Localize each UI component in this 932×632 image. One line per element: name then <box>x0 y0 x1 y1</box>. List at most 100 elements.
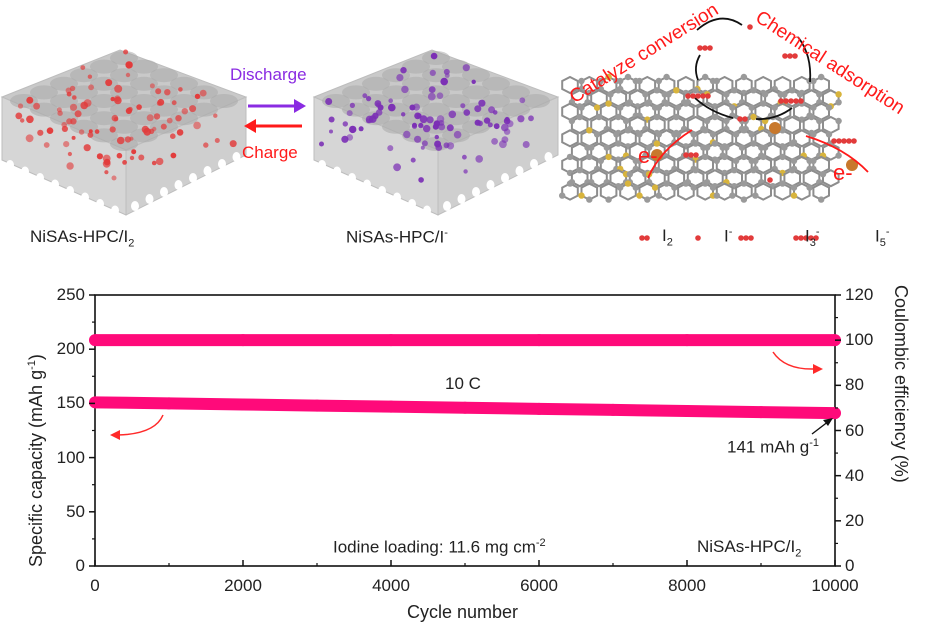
cycle-arrow <box>696 17 743 31</box>
carbon-atom <box>682 180 690 187</box>
data-band-segment <box>95 334 243 347</box>
data-band-segment <box>539 402 613 416</box>
carbon-atom <box>595 113 603 121</box>
carbon-atom <box>702 127 709 134</box>
carbon-atom <box>615 113 622 121</box>
carbon-atom <box>624 73 632 81</box>
pore-opening <box>111 205 119 216</box>
slab-nisas-hpc-i2 <box>0 49 248 216</box>
iodine-particle <box>462 154 467 160</box>
legend-i2-text: I <box>662 226 667 245</box>
pore <box>170 94 198 108</box>
carbon-atom <box>613 131 620 138</box>
iodine-particle <box>430 52 438 60</box>
carbon-atom <box>835 152 842 159</box>
y-axis-left-title: Specific capacity (mAh g-1) <box>26 354 47 567</box>
data-point <box>89 334 101 347</box>
carbon-atom <box>723 91 730 98</box>
pore <box>110 51 138 65</box>
iodine-particle <box>160 123 167 130</box>
x-tick-label: 4000 <box>372 576 410 595</box>
carbon-atom <box>790 157 798 165</box>
carbon-atom <box>690 184 697 191</box>
triiodide-chain <box>787 53 793 59</box>
legend-i3-text: I <box>805 226 810 246</box>
iodine-particle <box>448 110 457 119</box>
iodine-particle <box>20 118 25 123</box>
middle-material-text: NiSAs-HPC/I <box>346 227 445 247</box>
carbon-atom <box>576 167 583 174</box>
carbon-atom <box>810 131 817 138</box>
electron-label-left: e- <box>638 143 658 168</box>
carbon-atom <box>690 131 697 138</box>
carbon-atom <box>653 140 661 147</box>
carbon-atom <box>702 73 709 81</box>
hexagon-ring <box>793 129 811 148</box>
iodine-particle <box>199 89 207 97</box>
hexagon-ring <box>677 155 695 175</box>
pentaiodide-chain <box>695 93 701 99</box>
pore-opening <box>203 166 212 176</box>
y-right-tick-label: 80 <box>845 375 864 395</box>
hexagon-ring <box>570 169 589 188</box>
iodine-particle <box>69 103 78 111</box>
pentaiodide-chain <box>798 98 804 104</box>
y-axis-left-title-text: Specific capacity (mAh g <box>26 369 46 567</box>
pore-opening <box>189 173 197 183</box>
carbon-atom <box>808 113 815 121</box>
legend-i5: I5- <box>875 226 890 249</box>
iodine-particle <box>72 95 77 100</box>
carbon-atom <box>713 77 720 85</box>
iodine-particle <box>125 107 132 114</box>
pore <box>462 119 490 134</box>
carbon-atom <box>729 104 736 111</box>
iodine-particle <box>136 104 142 110</box>
carbon-atom <box>711 140 719 147</box>
carbon-atom <box>825 104 833 111</box>
iodine-particle <box>403 130 411 139</box>
carbon-atom <box>709 131 717 138</box>
data-point <box>237 398 249 411</box>
carbon-atom <box>578 192 585 199</box>
data-point <box>89 396 101 409</box>
triiodide-chain <box>782 53 788 59</box>
pore-opening <box>363 179 371 190</box>
pentaiodide-chain <box>841 138 847 144</box>
iodine-particle <box>96 153 103 160</box>
carbon-atom <box>617 77 624 85</box>
carbon-atom <box>781 144 788 151</box>
data-point <box>607 403 619 416</box>
iodine-particle <box>474 119 481 126</box>
legend-iodide-sup: - <box>728 226 733 238</box>
carbon-atom <box>819 171 827 178</box>
iodine-particle <box>125 72 131 78</box>
pentaiodide-chain <box>685 93 691 99</box>
carbon-atom <box>835 117 842 125</box>
carbon-atom <box>636 192 643 199</box>
iodine-particle <box>131 149 137 155</box>
left-axis-pointer-arrowhead <box>110 430 120 440</box>
iodine-particle <box>67 151 72 157</box>
pore-opening <box>81 192 89 203</box>
pore <box>130 94 158 108</box>
pore <box>170 111 198 126</box>
pore <box>70 68 98 83</box>
carbon-atom <box>740 180 748 187</box>
carbon-atom <box>615 140 622 147</box>
iodine-particle <box>181 108 188 115</box>
iodine-particle <box>189 105 197 113</box>
iodine-particle <box>440 77 449 86</box>
iodine-particle <box>138 154 145 161</box>
carbon-atom <box>682 100 690 107</box>
iodine-particle <box>432 123 439 130</box>
pore <box>502 102 530 117</box>
graphene-sheet <box>559 73 858 203</box>
carbon-atom <box>663 180 670 187</box>
pore-opening <box>145 194 154 204</box>
carbon-atom <box>816 117 823 125</box>
carbon-atom <box>761 91 769 98</box>
iodine-particle <box>123 49 129 55</box>
carbon-atom <box>559 192 566 199</box>
carbon-atom <box>781 91 788 98</box>
legend-i3-glyph <box>743 235 749 241</box>
